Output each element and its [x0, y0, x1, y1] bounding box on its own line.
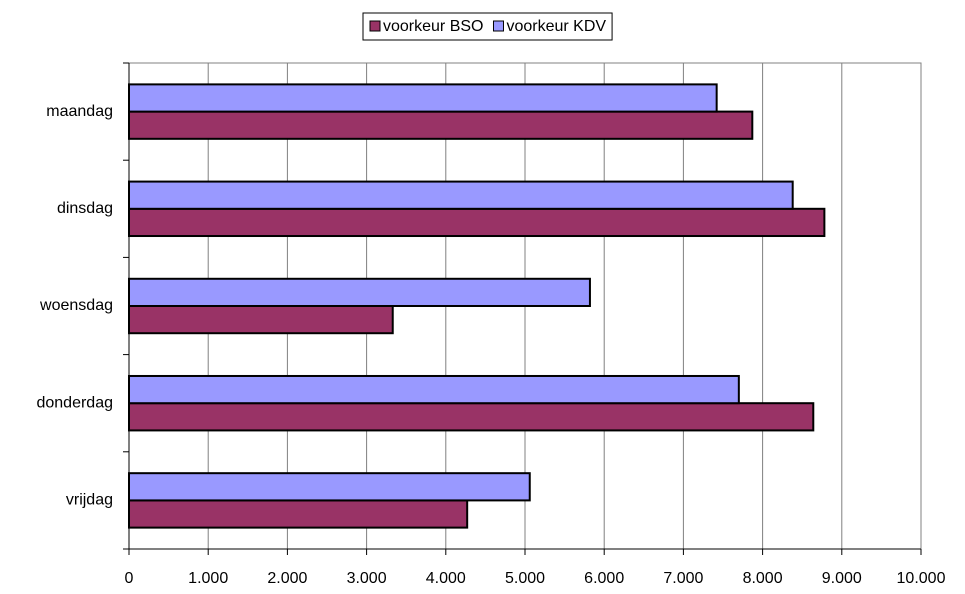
x-tick-label: 10.000	[897, 570, 946, 587]
y-tick-label: donderdag	[36, 394, 113, 411]
bar	[128, 83, 718, 113]
bar	[128, 180, 794, 210]
x-tick-label: 4.000	[426, 570, 466, 587]
x-tick-label: 0	[125, 570, 134, 587]
x-tick-label: 6.000	[584, 570, 624, 587]
bar	[128, 207, 826, 238]
x-tick-label: 7.000	[663, 570, 703, 587]
bar	[128, 402, 815, 432]
y-tick-label: vrijdag	[66, 492, 113, 509]
bar	[128, 374, 740, 405]
bar	[128, 110, 754, 140]
bar	[128, 472, 531, 502]
x-tick-label: 9.000	[822, 570, 862, 587]
bar	[128, 305, 394, 335]
y-tick-label: woensdag	[39, 297, 113, 314]
legend-label: voorkeur BSO	[383, 18, 483, 35]
x-tick-label: 2.000	[267, 570, 307, 587]
legend-swatch	[492, 20, 504, 32]
legend-swatch	[369, 20, 381, 32]
bar	[128, 499, 469, 529]
bar	[128, 277, 591, 307]
y-tick-label: dinsdag	[57, 200, 113, 217]
y-tick-label: maandag	[46, 103, 113, 120]
legend-label: voorkeur KDV	[506, 18, 606, 35]
x-tick-label: 3.000	[347, 570, 387, 587]
legend	[362, 12, 613, 41]
x-tick-label: 1.000	[188, 570, 228, 587]
x-tick-label: 8.000	[743, 570, 783, 587]
x-tick-label: 5.000	[505, 570, 545, 587]
